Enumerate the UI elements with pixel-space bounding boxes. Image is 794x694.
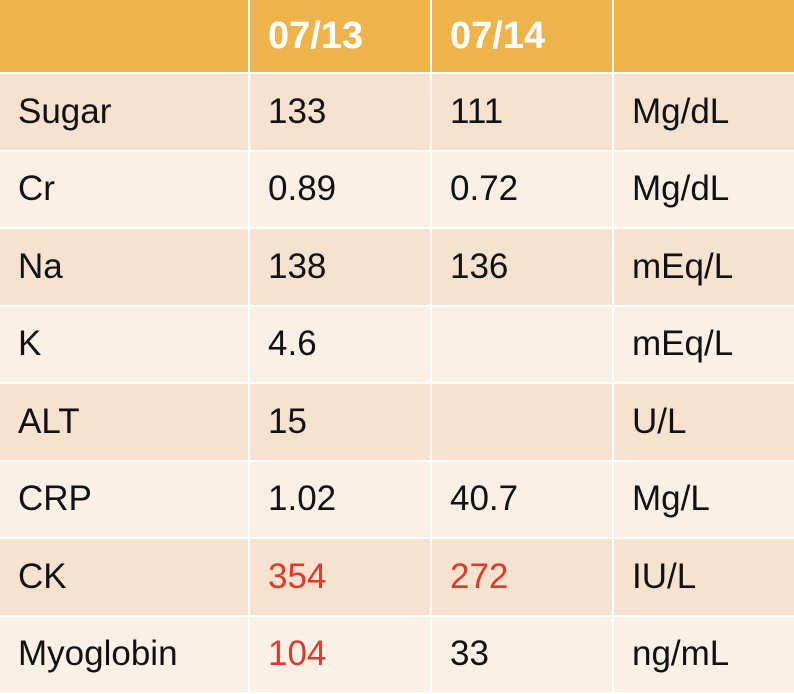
unit-cell: Mg/dL [614, 74, 794, 150]
unit-cell-text: mEq/L [632, 246, 734, 286]
header-cell [0, 0, 248, 72]
unit-cell-text: IU/L [632, 556, 697, 596]
value-cell-text: 4.6 [268, 324, 317, 364]
value-cell-text: 104 [268, 634, 327, 674]
value-cell: 133 [250, 74, 430, 150]
test-name: ALT [0, 384, 248, 460]
unit-cell: Mg/L [614, 461, 794, 537]
test-name: Cr [0, 151, 248, 227]
value-cell: 40.7 [432, 461, 612, 537]
unit-cell: Mg/dL [614, 151, 794, 227]
unit-cell-text: ng/mL [632, 634, 730, 674]
test-name-text: Myoglobin [18, 634, 178, 674]
value-cell: 15 [250, 384, 430, 460]
value-cell-text: 0.89 [268, 169, 337, 209]
test-name-text: Cr [18, 169, 55, 209]
header-cell-text: 07/13 [268, 14, 364, 57]
header-cell: 07/13 [250, 0, 430, 72]
unit-cell: IU/L [614, 539, 794, 615]
test-name: K [0, 306, 248, 382]
value-cell-text: 272 [450, 556, 509, 596]
test-name: CRP [0, 461, 248, 537]
header-cell: 07/14 [432, 0, 612, 72]
value-cell-text: 138 [268, 246, 327, 286]
test-name: Sugar [0, 74, 248, 150]
value-cell: 272 [432, 539, 612, 615]
unit-cell: mEq/L [614, 229, 794, 305]
value-cell-text: 15 [268, 401, 307, 441]
value-cell: 136 [432, 229, 612, 305]
test-name: Myoglobin [0, 616, 248, 692]
value-cell: 0.89 [250, 151, 430, 227]
value-cell: 104 [250, 616, 430, 692]
header-cell-text: 07/14 [450, 14, 546, 57]
header-cell [614, 0, 794, 72]
unit-cell: ng/mL [614, 616, 794, 692]
test-name-text: ALT [18, 401, 80, 441]
test-name: Na [0, 229, 248, 305]
value-cell [432, 306, 612, 382]
value-cell: 4.6 [250, 306, 430, 382]
test-name-text: K [18, 324, 42, 364]
value-cell-text: 136 [450, 246, 509, 286]
test-name-text: Sugar [18, 91, 112, 131]
value-cell-text: 0.72 [450, 169, 519, 209]
test-name: CK [0, 539, 248, 615]
value-cell: 33 [432, 616, 612, 692]
value-cell-text: 33 [450, 634, 489, 674]
unit-cell: U/L [614, 384, 794, 460]
value-cell: 1.02 [250, 461, 430, 537]
value-cell: 138 [250, 229, 430, 305]
test-name-text: CRP [18, 479, 92, 519]
unit-cell-text: Mg/dL [632, 169, 730, 209]
value-cell-text: 111 [450, 91, 504, 131]
value-cell-text: 1.02 [268, 479, 337, 519]
value-cell-text: 40.7 [450, 479, 519, 519]
value-cell [432, 384, 612, 460]
test-name-text: Na [18, 246, 63, 286]
value-cell-text: 133 [268, 91, 327, 131]
unit-cell-text: Mg/dL [632, 91, 730, 131]
value-cell: 354 [250, 539, 430, 615]
unit-cell-text: mEq/L [632, 324, 734, 364]
value-cell-text: 354 [268, 556, 327, 596]
unit-cell-text: Mg/L [632, 479, 710, 519]
test-name-text: CK [18, 556, 67, 596]
value-cell: 111 [432, 74, 612, 150]
value-cell: 0.72 [432, 151, 612, 227]
unit-cell: mEq/L [614, 306, 794, 382]
unit-cell-text: U/L [632, 401, 687, 441]
